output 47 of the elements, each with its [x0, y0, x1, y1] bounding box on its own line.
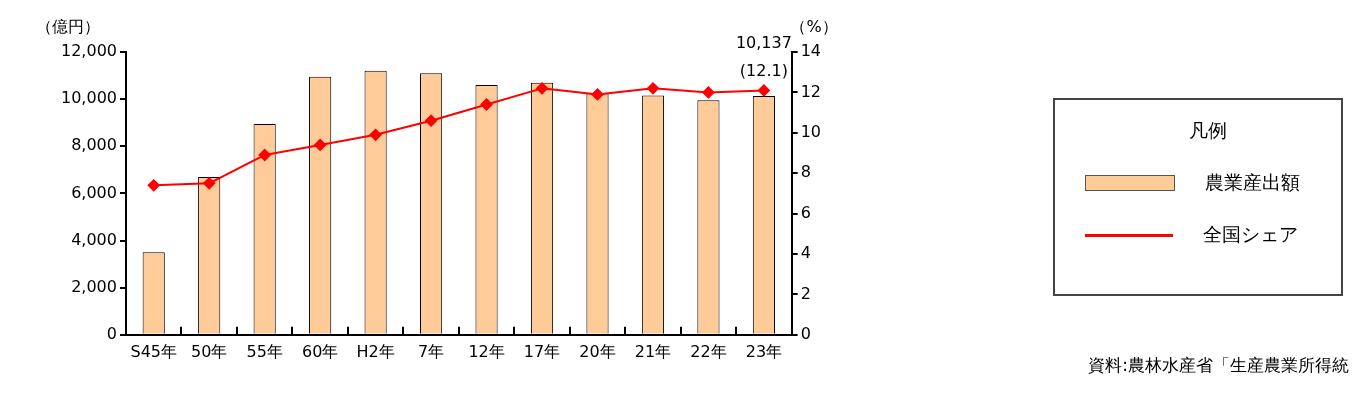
- y2-tick-label: 4: [800, 243, 811, 263]
- point: [369, 128, 382, 141]
- y-tick-label: 12,000: [61, 41, 117, 61]
- x-tick-label: 7年: [417, 341, 445, 361]
- point: [425, 114, 438, 127]
- x-tick-label: 60年: [301, 341, 339, 361]
- y2-tick-label: 8: [800, 162, 811, 182]
- x-tick-label: 21年: [634, 341, 672, 361]
- point: [591, 88, 604, 101]
- y-tick-label: 8,000: [71, 135, 117, 155]
- y2-tick-label: 0: [800, 323, 811, 343]
- point: [314, 138, 327, 151]
- x-tick-label: 23年: [745, 341, 783, 361]
- y2-tick-label: 14: [800, 41, 821, 61]
- point: [646, 82, 659, 95]
- point: [258, 149, 271, 162]
- y-tick-label: 0: [106, 323, 117, 343]
- y2-tick-label: 12: [800, 81, 821, 101]
- legend-label: 全国シェア: [1203, 222, 1298, 247]
- point: [480, 98, 493, 111]
- y-tick-label: 6,000: [71, 182, 117, 202]
- x-tick-label: 50年: [191, 341, 228, 361]
- point: [757, 84, 770, 97]
- y-tick-label: 10,000: [61, 88, 117, 108]
- y-tick-label: 2,000: [71, 276, 117, 296]
- y2-tick-label: 2: [800, 283, 811, 303]
- y-axis-title: （億円）: [36, 17, 100, 36]
- x-tick-label: 55年: [246, 341, 283, 361]
- data-label: 10,137: [735, 33, 792, 53]
- x-tick-label: 20年: [579, 341, 616, 361]
- x-tick-label: S45年: [130, 341, 177, 361]
- point: [147, 179, 160, 192]
- legend-label: 農業産出額: [1205, 170, 1300, 195]
- data-label: (12.1): [739, 61, 788, 81]
- x-tick-label: 17年: [523, 341, 561, 361]
- x-tick-label: 22年: [690, 341, 727, 361]
- y2-tick-label: 6: [800, 202, 811, 222]
- point: [203, 177, 216, 190]
- point: [536, 82, 549, 95]
- y-tick-label: 4,000: [71, 229, 117, 249]
- y2-tick-label: 10: [800, 121, 821, 141]
- legend-title: 凡例: [1188, 118, 1228, 143]
- text: 資料:農林水産省「生産農業所得統: [1088, 354, 1349, 377]
- point: [702, 86, 715, 99]
- y2-axis-title: （%）: [790, 17, 838, 36]
- x-tick-label: H2年: [356, 341, 395, 361]
- x-tick-label: 12年: [468, 341, 505, 361]
